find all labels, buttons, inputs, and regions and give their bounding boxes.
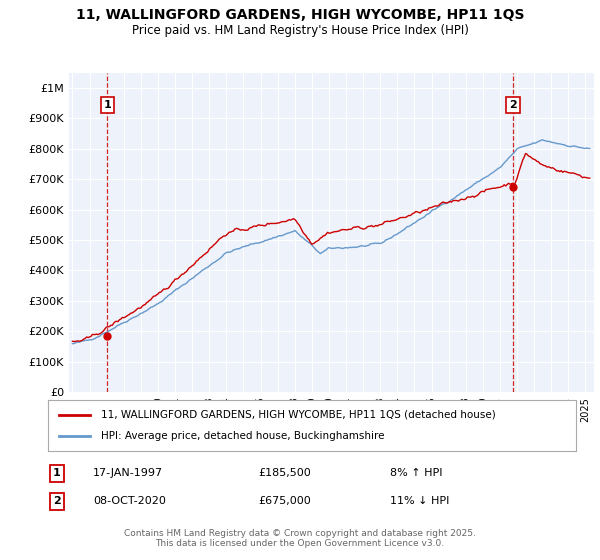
Text: £675,000: £675,000 bbox=[258, 496, 311, 506]
Text: 17-JAN-1997: 17-JAN-1997 bbox=[93, 468, 163, 478]
Text: Contains HM Land Registry data © Crown copyright and database right 2025.
This d: Contains HM Land Registry data © Crown c… bbox=[124, 529, 476, 548]
Text: 11% ↓ HPI: 11% ↓ HPI bbox=[390, 496, 449, 506]
Text: Price paid vs. HM Land Registry's House Price Index (HPI): Price paid vs. HM Land Registry's House … bbox=[131, 24, 469, 37]
Text: 08-OCT-2020: 08-OCT-2020 bbox=[93, 496, 166, 506]
Text: 1: 1 bbox=[53, 468, 61, 478]
Text: £185,500: £185,500 bbox=[258, 468, 311, 478]
Text: 2: 2 bbox=[509, 100, 517, 110]
Text: 2: 2 bbox=[53, 496, 61, 506]
Text: 11, WALLINGFORD GARDENS, HIGH WYCOMBE, HP11 1QS: 11, WALLINGFORD GARDENS, HIGH WYCOMBE, H… bbox=[76, 8, 524, 22]
Text: HPI: Average price, detached house, Buckinghamshire: HPI: Average price, detached house, Buck… bbox=[101, 431, 385, 441]
Text: 1: 1 bbox=[103, 100, 111, 110]
Text: 8% ↑ HPI: 8% ↑ HPI bbox=[390, 468, 443, 478]
Text: 11, WALLINGFORD GARDENS, HIGH WYCOMBE, HP11 1QS (detached house): 11, WALLINGFORD GARDENS, HIGH WYCOMBE, H… bbox=[101, 409, 496, 419]
